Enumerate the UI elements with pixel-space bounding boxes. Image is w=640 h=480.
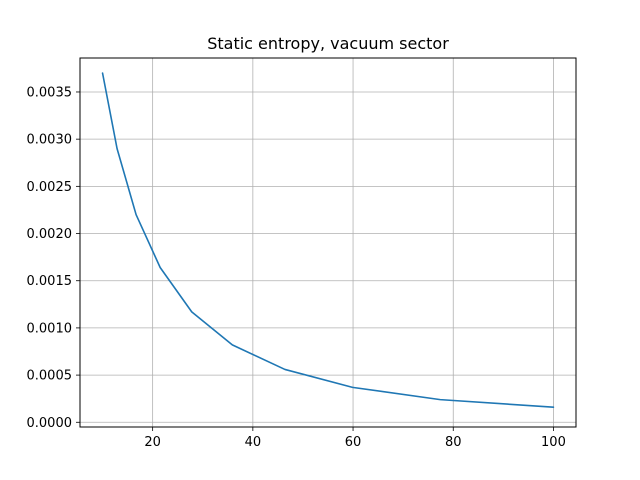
grid — [80, 58, 576, 427]
y-tick-label: 0.0020 — [27, 227, 73, 242]
y-tick-label: 0.0000 — [27, 416, 73, 431]
y-tick-label: 0.0030 — [27, 133, 73, 148]
x-tick-label: 20 — [144, 435, 161, 450]
y-tick-label: 0.0005 — [27, 369, 73, 384]
chart-title: Static entropy, vacuum sector — [207, 34, 449, 53]
y-tick-label: 0.0015 — [27, 274, 73, 289]
plot-area — [101, 72, 555, 408]
y-tick-label: 0.0010 — [27, 321, 73, 336]
x-axis: 20 40 60 80 100 — [144, 427, 566, 450]
y-tick-label: 0.0025 — [27, 180, 73, 195]
x-tick-label: 60 — [345, 435, 362, 450]
x-tick-label: 100 — [541, 435, 566, 450]
series-line — [101, 72, 555, 408]
x-tick-label: 40 — [245, 435, 262, 450]
y-tick-label: 0.0035 — [27, 85, 73, 100]
y-axis: 0.0000 0.0005 0.0010 0.0015 0.0020 0.0025 0.00… — [27, 85, 80, 431]
x-tick-label: 80 — [445, 435, 462, 450]
axes-frame — [79, 57, 577, 428]
